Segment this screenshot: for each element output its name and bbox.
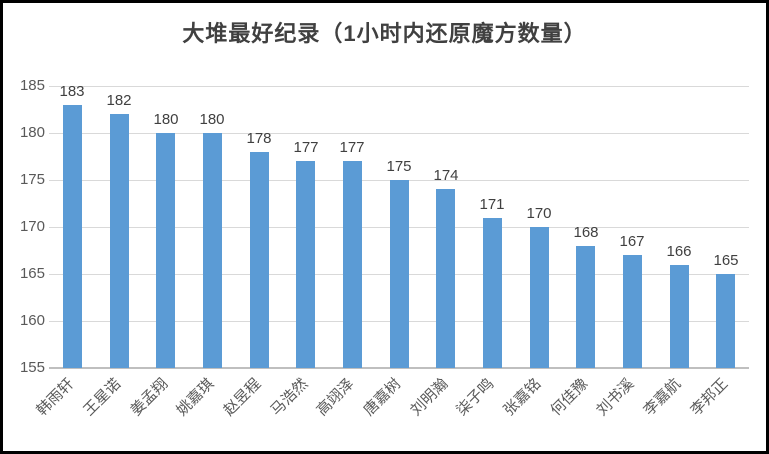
category-label: 高翊泽: [313, 375, 358, 420]
category-label: 姚嘉琪: [173, 375, 218, 420]
bar: [436, 189, 455, 368]
category-label: 马浩然: [267, 375, 312, 420]
category-label: 张嘉铭: [500, 375, 545, 420]
bar: [530, 227, 549, 368]
bar-value-label: 170: [526, 205, 552, 222]
bar-value-label: 180: [199, 111, 225, 128]
y-axis-tick-label: 180: [19, 124, 45, 141]
bar-value-label: 165: [713, 252, 739, 269]
bar: [63, 105, 82, 368]
category-label: 赵昱程: [220, 375, 265, 420]
bar-value-label: 166: [666, 243, 692, 260]
y-axis-tick-label: 160: [19, 312, 45, 329]
category-label: 唐嘉树: [360, 375, 405, 420]
bar: [203, 133, 222, 368]
gridline: [49, 133, 749, 134]
bar: [623, 255, 642, 368]
bar: [716, 274, 735, 368]
x-axis-line: [49, 367, 749, 369]
y-axis-tick-label: 170: [19, 218, 45, 235]
chart-title: 大堆最好纪录（1小时内还原魔方数量）: [182, 21, 587, 46]
bar: [670, 265, 689, 368]
plot-area: 155 160 165 170 175 180 185 183 韩雨轩 182 王星诺 180 姜孟翔 1…: [3, 3, 766, 451]
bar: [250, 152, 269, 368]
y-axis-tick-label: 155: [19, 359, 45, 376]
bar-value-label: 182: [106, 92, 132, 109]
bar-value-label: 177: [293, 139, 319, 156]
bar: [576, 246, 595, 368]
gridline: [49, 86, 749, 87]
bar-value-label: 178: [246, 130, 272, 147]
category-label: 刘书溪: [593, 375, 638, 420]
y-axis-tick-label: 185: [19, 77, 45, 94]
category-label: 刘明瀚: [407, 375, 452, 420]
bar: [296, 161, 315, 368]
category-label: 王星诺: [80, 375, 125, 420]
bar-value-label: 174: [433, 167, 459, 184]
bar-value-label: 167: [619, 233, 645, 250]
bar-value-label: 183: [59, 83, 85, 100]
category-label: 李邦正: [687, 375, 732, 420]
bar-value-label: 168: [573, 224, 599, 241]
bar: [156, 133, 175, 368]
bar-value-label: 180: [153, 111, 179, 128]
bar: [343, 161, 362, 368]
category-label: 韩雨轩: [33, 375, 78, 420]
y-axis-tick-label: 175: [19, 171, 45, 188]
category-label: 李嘉航: [640, 375, 685, 420]
bar-value-label: 175: [386, 158, 412, 175]
category-label: 姜孟翔: [127, 375, 172, 420]
bar: [110, 114, 129, 368]
y-axis-tick-label: 165: [19, 265, 45, 282]
bar-value-label: 177: [339, 139, 365, 156]
bar: [483, 218, 502, 368]
category-label: 何佳豫: [547, 375, 592, 420]
category-label: 柒子鸣: [453, 375, 498, 420]
bar: [390, 180, 409, 368]
bar-value-label: 171: [479, 196, 505, 213]
